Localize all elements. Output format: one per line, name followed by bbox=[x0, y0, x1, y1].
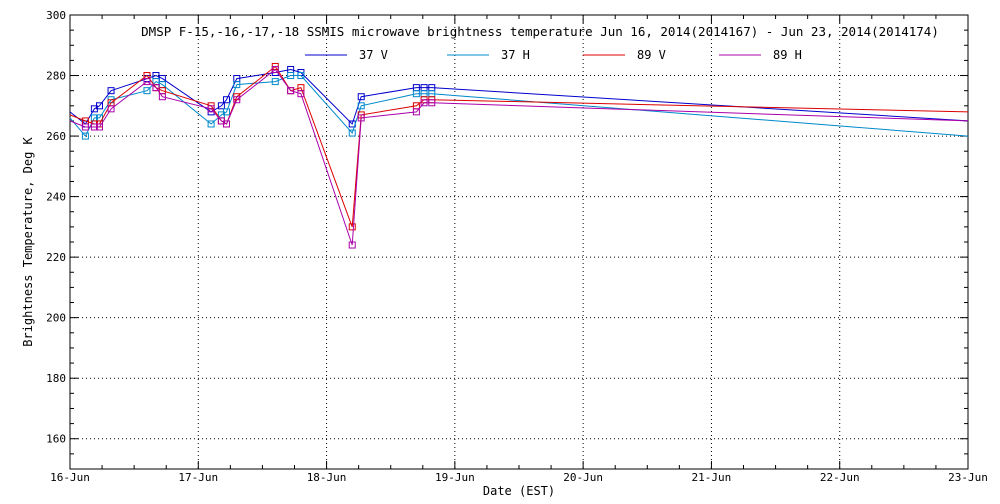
data-point bbox=[81, 123, 89, 131]
data-point bbox=[428, 99, 436, 107]
data-point bbox=[207, 120, 215, 128]
x-tick-label: 16-Jun bbox=[50, 471, 90, 484]
legend-label: 37 H bbox=[501, 48, 530, 62]
series-89-v bbox=[69, 62, 969, 231]
x-tick-label: 19-Jun bbox=[435, 471, 475, 484]
chart-title: DMSP F-15,-16,-17,-18 SSMIS microwave br… bbox=[141, 24, 939, 39]
data-point bbox=[143, 78, 151, 86]
series-37-h bbox=[69, 72, 969, 140]
x-tick-label: 17-Jun bbox=[178, 471, 218, 484]
grid-lines bbox=[70, 15, 968, 469]
data-point bbox=[287, 72, 295, 80]
y-tick-label: 280 bbox=[46, 70, 66, 83]
legend-label: 89 V bbox=[637, 48, 666, 62]
data-series bbox=[69, 62, 969, 249]
y-tick-label: 260 bbox=[46, 130, 66, 143]
series-line bbox=[69, 75, 969, 138]
data-point bbox=[357, 102, 365, 110]
legend-label: 89 H bbox=[773, 48, 802, 62]
y-tick-label: 240 bbox=[46, 191, 66, 204]
y-tick-label: 300 bbox=[46, 9, 66, 22]
y-tick-label: 160 bbox=[46, 433, 66, 446]
data-point bbox=[223, 120, 231, 128]
plot-frame bbox=[69, 14, 969, 470]
data-point bbox=[233, 96, 241, 104]
x-tick-label: 23-Jun bbox=[948, 471, 988, 484]
data-point bbox=[81, 132, 89, 140]
legend-label: 37 V bbox=[359, 48, 388, 62]
data-point bbox=[420, 99, 428, 107]
data-point bbox=[357, 114, 365, 122]
data-point bbox=[217, 102, 225, 110]
data-point bbox=[348, 223, 356, 231]
data-point bbox=[223, 96, 231, 104]
x-tick-label: 20-Jun bbox=[563, 471, 603, 484]
data-point bbox=[412, 108, 420, 116]
data-point bbox=[357, 93, 365, 101]
data-point bbox=[223, 108, 231, 116]
data-point bbox=[412, 90, 420, 98]
y-tick-label: 220 bbox=[46, 251, 66, 264]
x-tick-label: 22-Jun bbox=[820, 471, 860, 484]
series-line bbox=[69, 68, 969, 246]
axes: 160 180 200 220 240 260 280 300 16-Jun 17-Jun 18-J… bbox=[46, 9, 988, 484]
data-point bbox=[90, 123, 98, 131]
series-line bbox=[69, 65, 969, 228]
data-point bbox=[348, 241, 356, 249]
data-point bbox=[143, 87, 151, 95]
data-point bbox=[233, 81, 241, 89]
legend: 37 V 37 H 89 V 89 H bbox=[305, 48, 802, 62]
data-point bbox=[152, 84, 160, 92]
y-tick-label: 200 bbox=[46, 312, 66, 325]
data-point bbox=[96, 102, 104, 110]
data-point bbox=[287, 87, 295, 95]
y-axis-label: Brightness Temperature, Deg K bbox=[21, 136, 35, 346]
data-point bbox=[348, 129, 356, 137]
data-point bbox=[207, 105, 215, 113]
data-point bbox=[297, 90, 305, 98]
data-point bbox=[107, 105, 115, 113]
data-point bbox=[107, 87, 115, 95]
data-point bbox=[96, 123, 104, 131]
data-point bbox=[271, 65, 279, 73]
x-tick-label: 18-Jun bbox=[307, 471, 347, 484]
x-tick-label: 21-Jun bbox=[692, 471, 732, 484]
x-axis-label: Date (EST) bbox=[483, 484, 555, 498]
data-point bbox=[297, 72, 305, 80]
series-89-h bbox=[69, 65, 969, 249]
y-tick-label: 180 bbox=[46, 372, 66, 385]
data-point bbox=[158, 93, 166, 101]
series-line bbox=[69, 68, 969, 125]
data-point bbox=[271, 78, 279, 86]
